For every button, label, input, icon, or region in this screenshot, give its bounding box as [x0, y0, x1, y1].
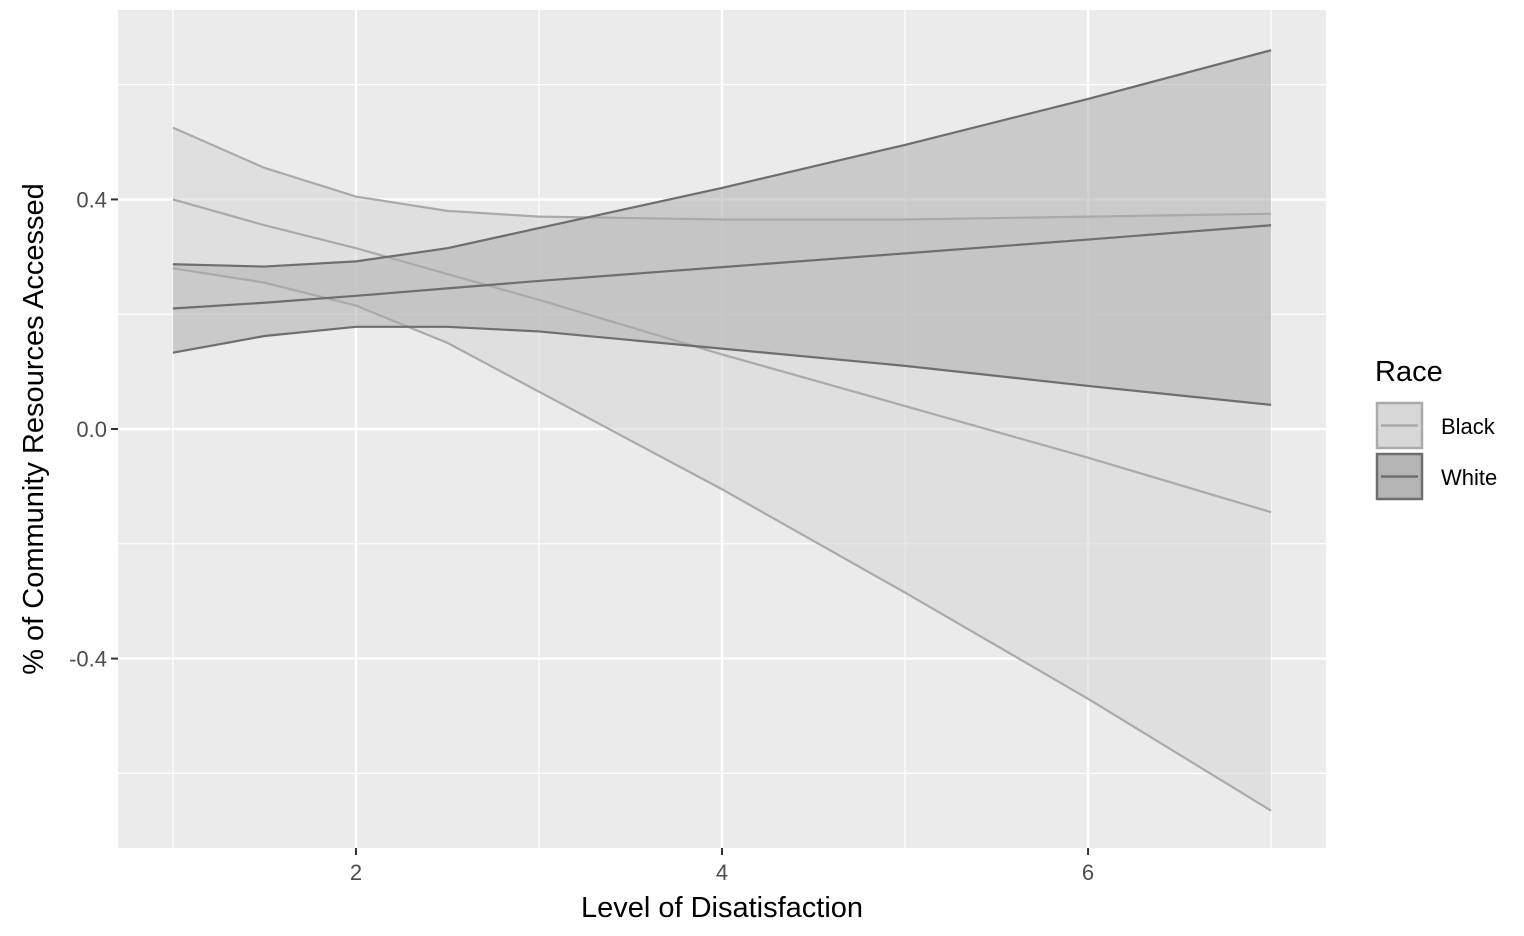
y-tick-label: -0.4	[69, 647, 107, 672]
x-tick-label: 2	[350, 860, 362, 885]
legend: Race Black White	[1375, 356, 1497, 501]
legend-label-black: Black	[1441, 414, 1496, 439]
fit-line-white	[172, 224, 1272, 310]
x-tick-label: 6	[1082, 860, 1094, 885]
upper-bound-white	[172, 49, 1272, 268]
upper-bound-black	[172, 126, 1272, 221]
ribbon-white	[172, 50, 1272, 405]
x-axis: 2 4 6	[350, 848, 1094, 885]
y-tick-label: 0.0	[76, 417, 107, 442]
fit-lines	[172, 49, 1272, 812]
y-tick-label: 0.4	[76, 187, 107, 212]
confidence-ribbons	[172, 50, 1272, 811]
fit-line-black	[172, 198, 1272, 514]
x-tick-label: 4	[716, 860, 728, 885]
y-axis-title: % of Community Resources Accessed	[18, 183, 50, 675]
legend-label-white: White	[1441, 465, 1497, 490]
legend-title: Race	[1375, 356, 1443, 388]
lower-bound-black	[172, 267, 1272, 812]
lower-bound-white	[172, 325, 1272, 406]
y-axis: -0.4 0.0 0.4	[69, 187, 118, 672]
x-axis-title: Level of Disatisfaction	[581, 892, 863, 924]
